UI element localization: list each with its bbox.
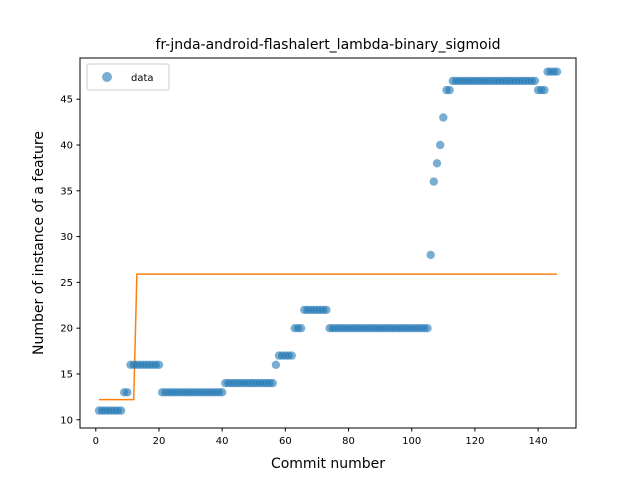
- data-points-layer: [94, 67, 562, 415]
- data-point: [116, 406, 126, 415]
- fit-line: [99, 273, 557, 401]
- legend-label: data: [131, 73, 154, 84]
- y-tick-label: 35: [60, 186, 73, 197]
- data-point: [296, 324, 306, 333]
- data-point: [552, 67, 562, 76]
- data-point: [268, 378, 277, 388]
- x-axis-ticks: 0 20 40 60 80 100 120 140: [93, 428, 548, 447]
- data-point: [426, 250, 435, 260]
- data-point: [530, 76, 540, 86]
- y-tick-label: 10: [60, 415, 73, 426]
- y-tick-label: 25: [60, 278, 73, 289]
- data-point: [154, 360, 164, 369]
- data-point: [432, 159, 442, 168]
- x-tick-label: 0: [93, 436, 99, 447]
- fit-line-layer: [99, 273, 557, 401]
- x-tick-label: 60: [279, 436, 292, 447]
- plot-frame: [79, 57, 577, 429]
- legend-box: [86, 63, 170, 91]
- y-axis-ticks: 10 15 20 25 30 35 40 45: [60, 95, 80, 426]
- x-tick-label: 20: [153, 436, 166, 447]
- data-point: [423, 324, 432, 333]
- legend-marker: [102, 72, 112, 82]
- x-tick-label: 40: [216, 436, 229, 447]
- data-point: [322, 305, 331, 315]
- y-tick-label: 15: [60, 369, 73, 380]
- data-point: [218, 388, 227, 397]
- chart-title: fr-jnda-android-flashalert_lambda-binary…: [155, 37, 500, 53]
- x-tick-label: 120: [465, 436, 484, 447]
- data-point: [445, 85, 454, 95]
- data-point: [271, 360, 281, 369]
- y-tick-label: 40: [60, 141, 73, 152]
- y-tick-label: 20: [60, 324, 73, 335]
- x-tick-label: 80: [342, 436, 355, 447]
- data-point: [287, 351, 296, 360]
- data-point: [436, 140, 445, 150]
- x-tick-label: 100: [402, 436, 421, 447]
- data-point: [540, 85, 549, 95]
- y-tick-label: 45: [60, 95, 73, 106]
- data-point: [123, 388, 132, 397]
- data-point: [429, 177, 438, 186]
- x-tick-label: 140: [529, 436, 548, 447]
- y-tick-label: 30: [60, 232, 73, 243]
- data-point: [439, 113, 448, 122]
- legend: data: [86, 63, 170, 91]
- x-axis-label: Commit number: [271, 456, 385, 472]
- y-axis-label: Number of instance of a feature: [31, 131, 47, 355]
